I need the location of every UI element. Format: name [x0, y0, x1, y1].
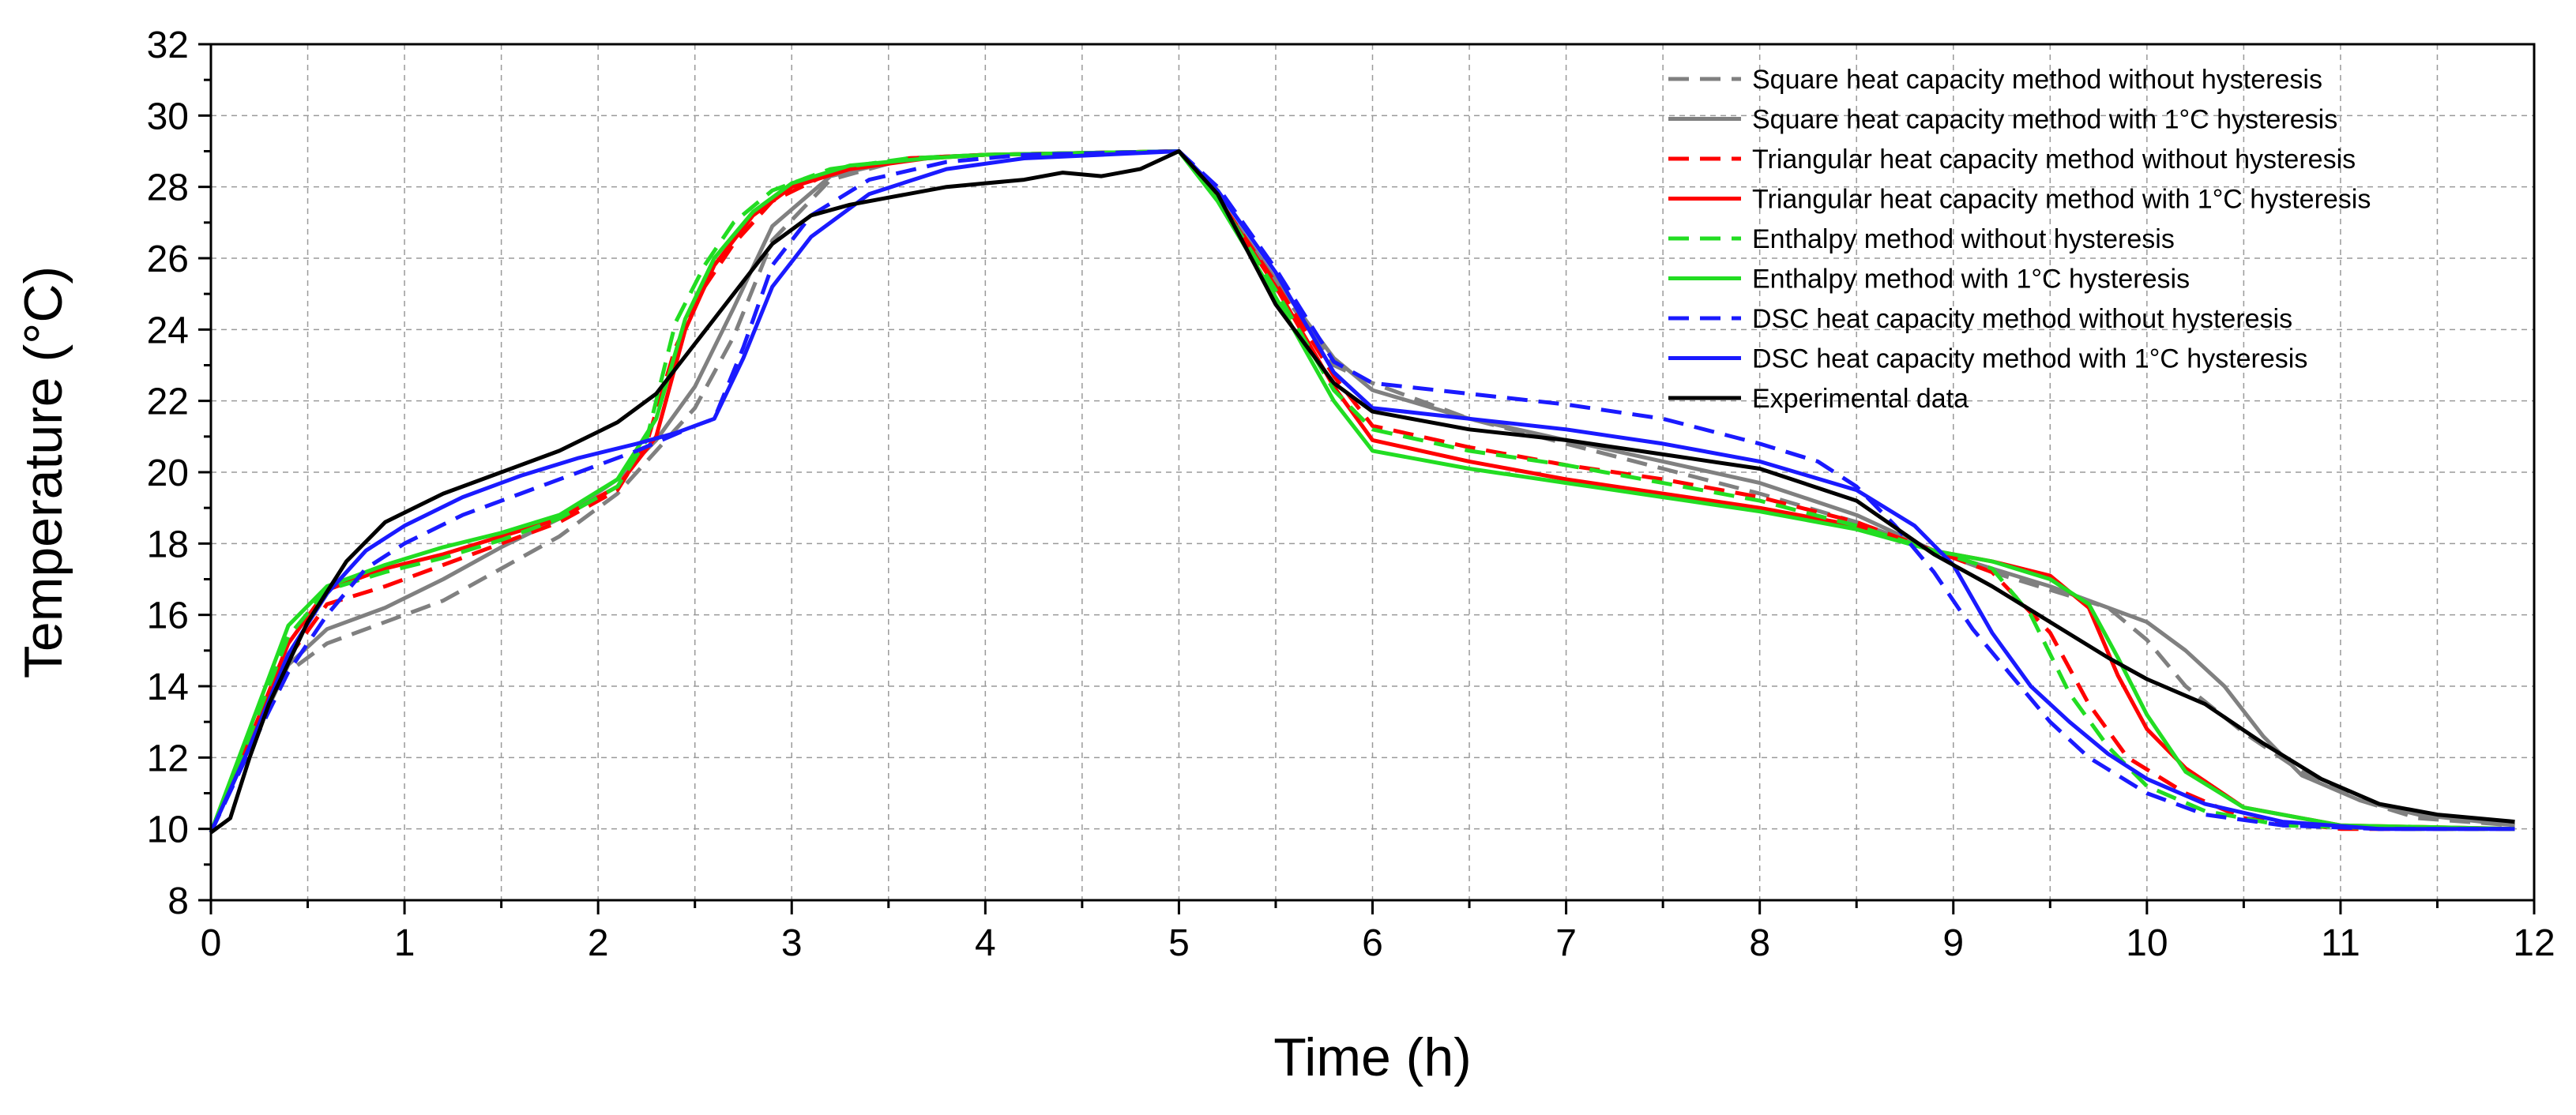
- x-tick-label: 1: [394, 922, 416, 964]
- legend-entry: Triangular heat capacity method without …: [1752, 145, 2356, 175]
- x-tick-label: 0: [201, 922, 222, 964]
- series-line: [209, 149, 2515, 834]
- x-tick-label: 2: [588, 922, 609, 964]
- series-line: [209, 149, 2515, 834]
- y-tick-label: 20: [147, 452, 189, 494]
- x-tick-label: 3: [781, 922, 803, 964]
- x-tick-label: 5: [1168, 922, 1190, 964]
- legend-entry: DSC heat capacity method with 1°C hyster…: [1752, 344, 2307, 374]
- y-tick-label: 18: [147, 524, 189, 565]
- legend: Square heat capacity method without hyst…: [1668, 65, 2371, 414]
- legend-entry: Experimental data: [1752, 384, 1969, 414]
- x-tick-label: 6: [1362, 922, 1383, 964]
- legend-entry: DSC heat capacity method without hystere…: [1752, 304, 2292, 334]
- y-tick-label: 22: [147, 381, 189, 423]
- y-tick-label: 12: [147, 738, 189, 779]
- y-tick-label: 28: [147, 167, 189, 209]
- x-tick-label: 11: [2321, 922, 2360, 964]
- legend-entry: Square heat capacity method without hyst…: [1752, 65, 2322, 95]
- y-tick-label: 16: [147, 595, 189, 637]
- x-tick-label: 10: [2126, 922, 2168, 964]
- axis-ticks: 0 1 2 3 4 5 6 7 8 9 10 11 12810121416182022242628303…: [147, 24, 2555, 964]
- x-axis-title: Time (h): [1273, 1027, 1472, 1087]
- x-tick-label: 4: [975, 922, 996, 964]
- y-tick-label: 30: [147, 96, 189, 137]
- series-line: [209, 149, 2515, 834]
- y-tick-label: 14: [147, 666, 189, 708]
- legend-entry: Square heat capacity method with 1°C hys…: [1752, 105, 2337, 135]
- grid: [211, 44, 2534, 900]
- x-tick-label: 7: [1555, 922, 1577, 964]
- legend-entry: Triangular heat capacity method with 1°C…: [1752, 185, 2371, 215]
- y-tick-label: 24: [147, 310, 189, 351]
- series-lines: [209, 149, 2515, 835]
- y-tick-label: 32: [147, 24, 189, 66]
- series-line: [209, 149, 2515, 835]
- y-axis-title: Temperature (°C): [13, 266, 73, 678]
- legend-entry: Enthalpy method with 1°C hysteresis: [1752, 265, 2190, 295]
- y-tick-label: 10: [147, 809, 189, 851]
- y-tick-label: 26: [147, 238, 189, 280]
- x-tick-label: 9: [1942, 922, 1964, 964]
- x-tick-label: 12: [2513, 922, 2555, 964]
- y-tick-label: 8: [167, 880, 189, 922]
- legend-entry: Enthalpy method without hysteresis: [1752, 224, 2175, 254]
- x-tick-label: 8: [1749, 922, 1770, 964]
